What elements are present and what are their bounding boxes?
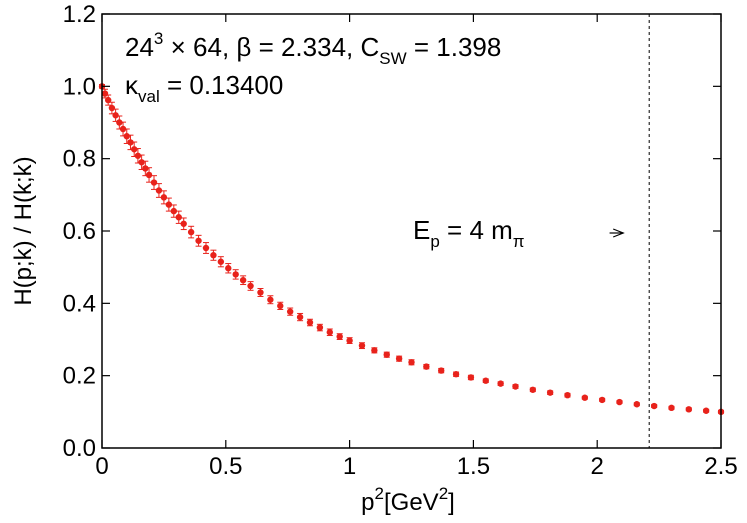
y-tick-label: 0.6	[63, 218, 96, 245]
plot-marks	[98, 83, 725, 416]
data-point	[119, 125, 127, 133]
data-point	[423, 363, 430, 370]
data-point	[232, 271, 239, 278]
x-axis-label: p2[GeV2]	[361, 484, 455, 516]
data-point	[187, 228, 195, 236]
data-point	[134, 152, 142, 159]
y-tick-label: 1.2	[63, 1, 96, 28]
data-point	[130, 146, 138, 153]
data-point	[316, 324, 324, 331]
x-tick-label: 1	[343, 453, 356, 480]
data-point	[482, 377, 489, 384]
data-point	[257, 289, 264, 296]
data-point	[225, 265, 232, 272]
energy-threshold-annotation: Ep = 4 mπ	[413, 215, 525, 251]
data-point	[127, 139, 134, 146]
data-point	[138, 159, 145, 166]
data-point	[145, 171, 153, 179]
data-point	[108, 104, 116, 112]
lattice-parameters-annotation: 243 × 64, β = 2.334, CSW = 1.398	[125, 29, 501, 68]
data-point	[142, 165, 149, 172]
data-point	[239, 276, 247, 284]
data-point	[202, 244, 210, 252]
y-tick-label: 0.8	[63, 146, 96, 173]
data-point	[650, 402, 658, 410]
data-point	[306, 319, 314, 326]
data-point	[104, 96, 112, 104]
data-point	[267, 296, 274, 303]
data-point	[383, 351, 390, 358]
data-point	[371, 347, 378, 354]
data-point	[112, 112, 119, 119]
data-point	[150, 179, 158, 186]
data-point	[210, 252, 217, 259]
y-tick-label: 0.0	[63, 435, 96, 462]
data-point	[358, 342, 366, 349]
y-axis-label: H(p;k) / H(k;k)	[10, 156, 37, 305]
y-tick-label: 0.4	[63, 290, 96, 317]
data-point	[702, 407, 710, 414]
data-point	[155, 187, 163, 194]
data-point	[497, 380, 504, 387]
data-point	[598, 396, 606, 404]
x-tick-label: 2	[591, 453, 604, 480]
data-point	[438, 367, 445, 374]
data-point	[165, 201, 173, 208]
data-point	[170, 207, 178, 215]
data-point	[546, 389, 554, 396]
y-tick-label: 0.2	[63, 363, 96, 390]
data-point	[195, 237, 202, 244]
data-point	[296, 313, 304, 321]
x-tick-label: 0	[95, 453, 108, 480]
plot-frame	[101, 13, 722, 449]
kappa-annotation: κval = 0.13400	[125, 70, 283, 106]
data-point	[160, 194, 168, 201]
data-point	[616, 398, 623, 406]
data-point	[395, 355, 403, 362]
data-point	[564, 391, 571, 399]
arrow-head	[612, 228, 625, 238]
data-point	[668, 404, 675, 412]
data-point	[346, 337, 353, 344]
x-tick-label: 2.5	[704, 453, 737, 480]
axis-ticks: 0 0.5 1 1.5 2 2.5 0.0 0.2 0.4 0.6 0.8 1.0 1.2	[63, 1, 738, 480]
data-point	[336, 333, 343, 340]
data-point	[116, 119, 123, 126]
data-point	[217, 258, 225, 265]
arrow-icon	[609, 228, 625, 238]
data-point	[685, 406, 693, 413]
x-tick-label: 0.5	[209, 453, 242, 480]
data-point	[277, 302, 284, 310]
data-point	[581, 394, 589, 401]
data-point	[247, 282, 254, 290]
data-point	[452, 371, 460, 378]
data-point	[180, 220, 187, 227]
data-point	[326, 329, 333, 336]
data-point	[529, 386, 537, 393]
data-point	[408, 359, 415, 366]
data-point	[175, 214, 182, 221]
data-point	[512, 383, 519, 390]
data-point	[633, 401, 641, 408]
data-point	[286, 308, 294, 315]
x-tick-label: 1.5	[457, 453, 490, 480]
data-point	[467, 374, 475, 381]
data-point	[123, 133, 130, 140]
y-tick-label: 1.0	[63, 73, 96, 100]
